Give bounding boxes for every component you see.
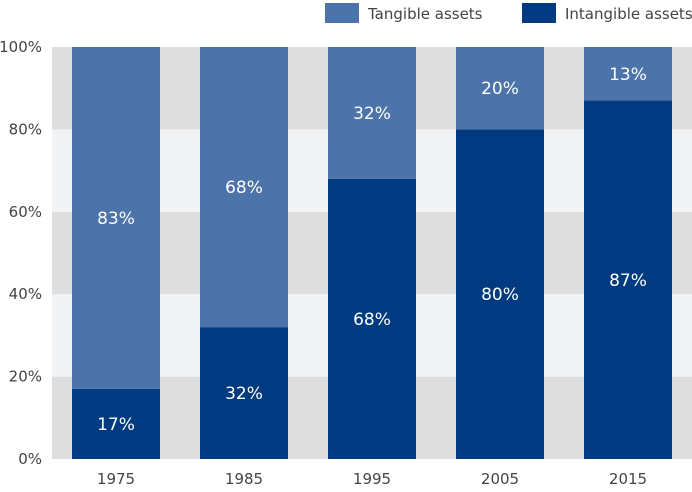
data-label: 80%: [481, 285, 519, 305]
x-axis: 1975 1985 1995 2005 2015: [97, 470, 647, 488]
bar-segment-tangible-assets: [200, 47, 288, 328]
x-tick-label: 1995: [353, 470, 391, 488]
data-label: 20%: [481, 79, 519, 99]
x-tick-label: 1985: [225, 470, 263, 488]
y-tick-label: 40%: [9, 285, 42, 303]
data-label: 13%: [609, 65, 647, 85]
y-tick-label: 100%: [0, 38, 42, 56]
data-label: 17%: [97, 415, 135, 435]
bar-segment-intangible-assets: [328, 178, 416, 459]
bars-group: [72, 47, 672, 459]
x-tick-label: 2015: [609, 470, 647, 488]
bar-segment-tangible-assets: [584, 47, 672, 101]
data-label: 68%: [225, 178, 263, 198]
y-axis: 0% 20% 40% 60% 80% 100%: [0, 38, 42, 468]
legend-label: Intangible assets: [565, 5, 692, 23]
legend-swatch: [522, 3, 556, 23]
bar-labels-group: 17% 83% 32% 68% 68% 32% 80% 20% 87% 13%: [97, 65, 647, 435]
y-tick-label: 0%: [18, 450, 42, 468]
legend-swatch: [325, 3, 359, 23]
data-label: 83%: [97, 209, 135, 229]
data-label: 32%: [353, 104, 391, 124]
legend-label: Tangible assets: [367, 5, 483, 23]
bar-segment-tangible-assets: [328, 47, 416, 179]
legend-item: Tangible assets: [325, 3, 483, 23]
y-tick-label: 20%: [9, 368, 42, 386]
y-tick-label: 60%: [9, 203, 42, 221]
data-label: 32%: [225, 384, 263, 404]
legend-item: Intangible assets: [522, 3, 692, 23]
bar-segment-intangible-assets: [72, 388, 160, 459]
bar-segment-tangible-assets: [456, 47, 544, 130]
data-label: 68%: [353, 310, 391, 330]
bar-segment-tangible-assets: [72, 47, 160, 389]
bar-segment-intangible-assets: [200, 327, 288, 459]
legend: Tangible assets Intangible assets: [325, 3, 692, 23]
x-tick-label: 1975: [97, 470, 135, 488]
y-tick-label: 80%: [9, 120, 42, 138]
x-tick-label: 2005: [481, 470, 519, 488]
bar-segment-intangible-assets: [584, 100, 672, 459]
data-label: 87%: [609, 271, 647, 291]
bar-segment-intangible-assets: [456, 129, 544, 459]
